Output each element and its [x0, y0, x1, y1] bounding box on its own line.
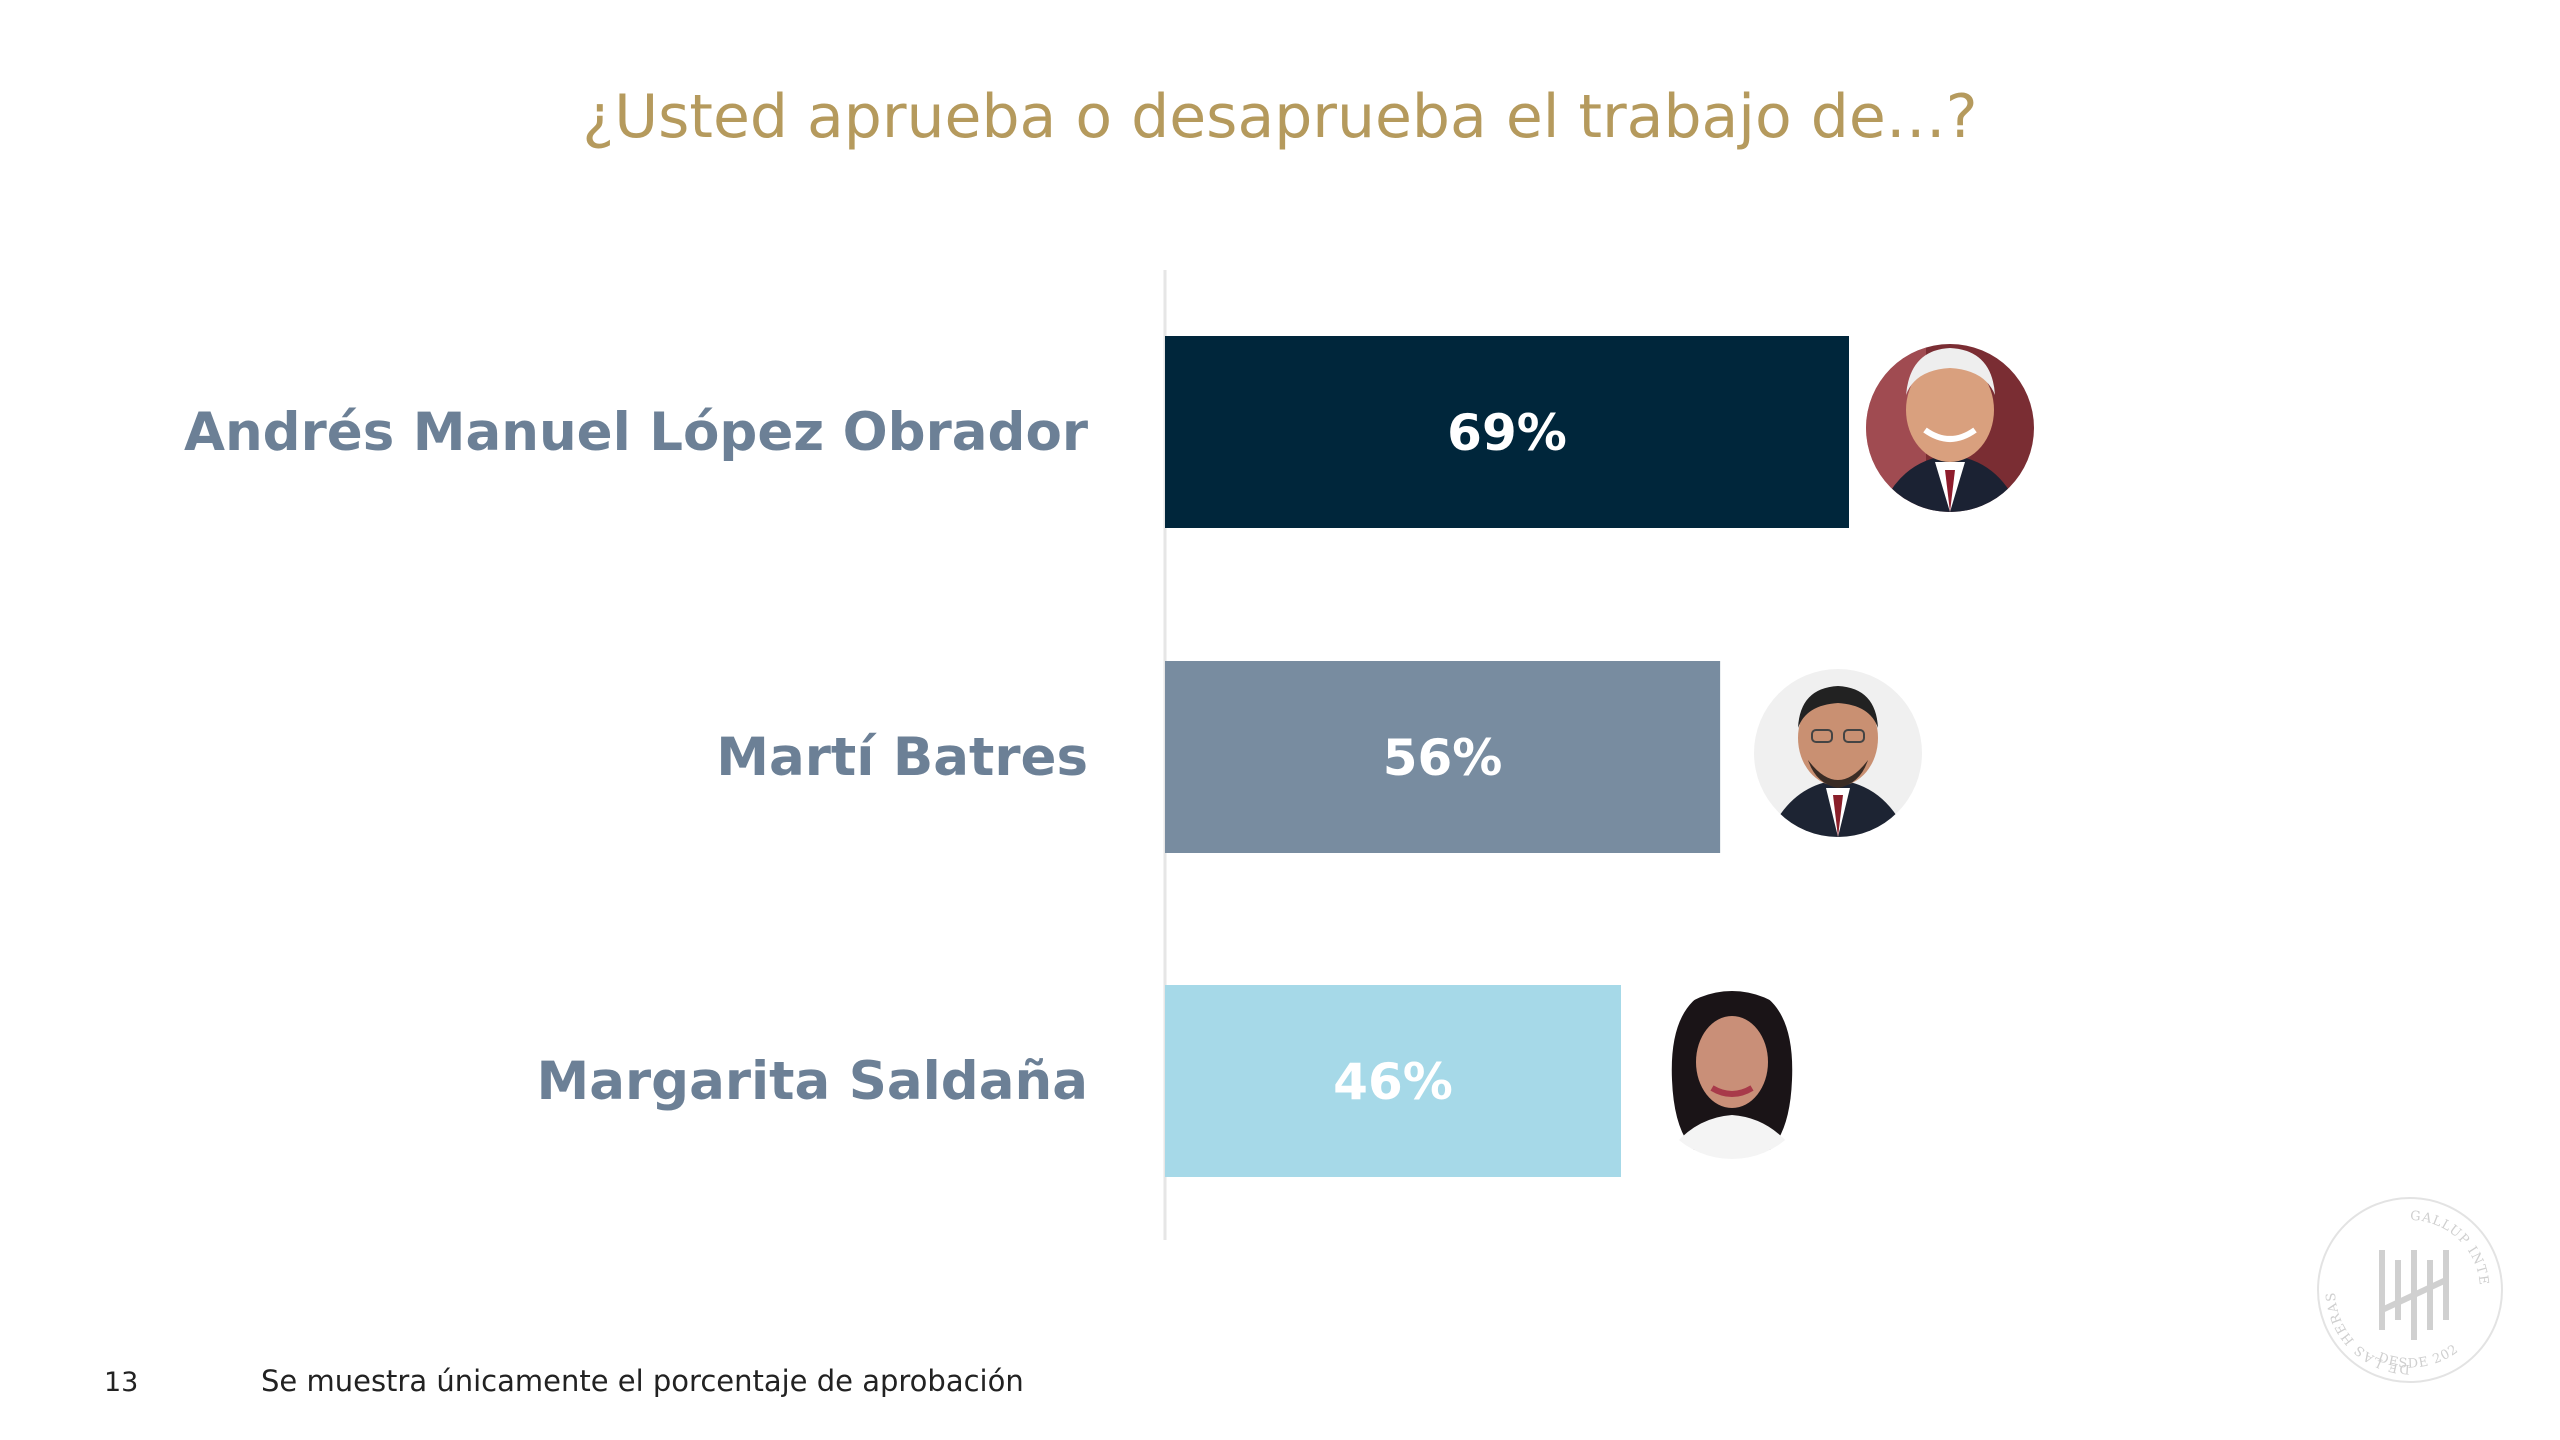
category-label-2: Margarita Saldaña — [536, 1051, 1088, 1112]
gallup-international-seal: GALLUP INTERNATIONAL MEMBER DE LAS HERAS… — [2300, 1180, 2503, 1383]
page-number: 13 — [104, 1367, 139, 1398]
portrait-marti-batres — [1754, 669, 1922, 837]
portrait-margarita-saldana — [1648, 991, 1816, 1159]
bar-2 — [1165, 985, 1621, 1177]
category-label-0: Andrés Manuel López Obrador — [184, 402, 1088, 463]
data-label-1: 56% — [1383, 729, 1503, 787]
seal-monogram-icon — [2379, 1250, 2449, 1340]
chart-title: ¿Usted aprueba o desaprueba el trabajo d… — [582, 82, 1978, 152]
data-label-2: 46% — [1333, 1053, 1453, 1111]
bar-1 — [1165, 661, 1721, 853]
bar-0 — [1165, 336, 1849, 528]
portrait-andres-manuel-lopez-obrador — [1866, 344, 2034, 512]
footnote: Se muestra únicamente el porcentaje de a… — [261, 1364, 1024, 1398]
category-label-1: Martí Batres — [716, 727, 1088, 788]
data-label-0: 69% — [1447, 404, 1567, 462]
